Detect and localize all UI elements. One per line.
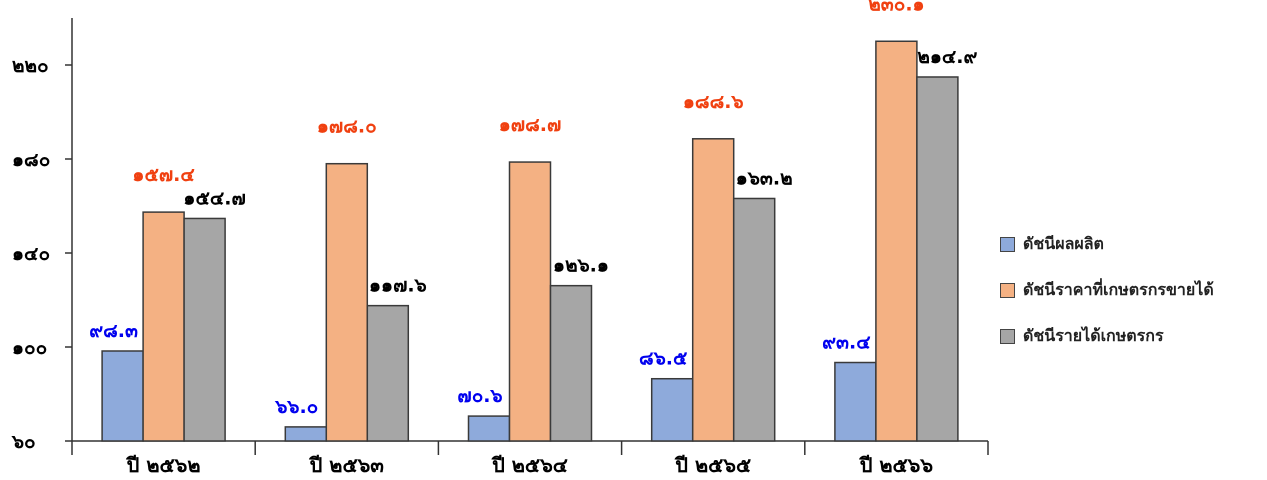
y-tick-label: ๖๐ [11,431,36,453]
bar [916,76,959,442]
x-tick-label: ปี ๒๕๖๖ [858,453,933,477]
y-tick-label: ๒๒๐ [12,55,49,77]
bar [691,138,735,442]
legend-item-production: ดัชนีผลผลิต [1000,232,1214,256]
data-label: ๑๒๖.๑ [553,255,609,277]
data-label: ๑๖๓.๒ [736,167,793,189]
data-label: ๑๘๘.๖ [683,91,744,113]
legend-item-income: ดัชนีรายได้เกษตรกร [1000,324,1214,348]
legend: ดัชนีผลผลิต ดัชนีราคาที่เกษตรกรขายได้ ดั… [1000,232,1214,370]
legend-swatch-price [1000,282,1015,298]
data-label: ๑๕๗.๔ [132,164,194,186]
bar [650,377,694,442]
bar [875,40,918,442]
legend-label-income: ดัชนีรายได้เกษตรกร [1023,325,1164,345]
bar [549,284,593,442]
data-label: ๘๖.๕ [639,348,687,370]
bar [834,361,877,442]
data-label: ๙๓.๔ [822,332,871,354]
y-tick-label: ๑๐๐ [12,337,47,359]
bar [467,415,511,442]
bar [284,426,328,442]
bar [508,161,552,442]
x-tick-label: ปี ๒๕๖๒ [125,453,200,477]
bar [325,162,369,442]
legend-label-price: ดัชนีราคาที่เกษตรกรขายได้ [1023,279,1214,299]
legend-label-production: ดัชนีผลผลิต [1023,233,1104,253]
y-tick-label: ๑๔๐ [12,243,50,265]
y-tick-label: ๑๘๐ [12,149,50,171]
data-label: ๗๐.๖ [457,385,502,407]
data-label: ๒๓๐.๑ [868,0,924,15]
bar [732,197,776,442]
data-label: ๖๖.๐ [274,396,318,418]
data-label: ๑๑๗.๖ [369,275,427,297]
bar [101,350,144,442]
bar [183,217,226,442]
data-label: ๑๗๘.๗ [499,114,562,136]
data-label: ๑๗๘.๐ [317,116,377,138]
x-tick-label: ปี ๒๕๖๔ [491,453,568,477]
x-tick-label: ปี ๒๕๖๕ [674,453,751,477]
data-label: ๑๕๔.๗ [183,187,245,209]
legend-item-price: ดัชนีราคาที่เกษตรกรขายได้ [1000,278,1214,302]
data-label: ๒๑๔.๙ [917,46,977,68]
legend-swatch-income [1000,328,1015,344]
x-tick-label: ปี ๒๕๖๓ [308,453,384,477]
data-label: ๙๘.๓ [89,320,138,342]
legend-swatch-production [1000,236,1015,252]
bar [142,211,185,442]
bars [101,40,959,442]
bar [366,304,410,442]
